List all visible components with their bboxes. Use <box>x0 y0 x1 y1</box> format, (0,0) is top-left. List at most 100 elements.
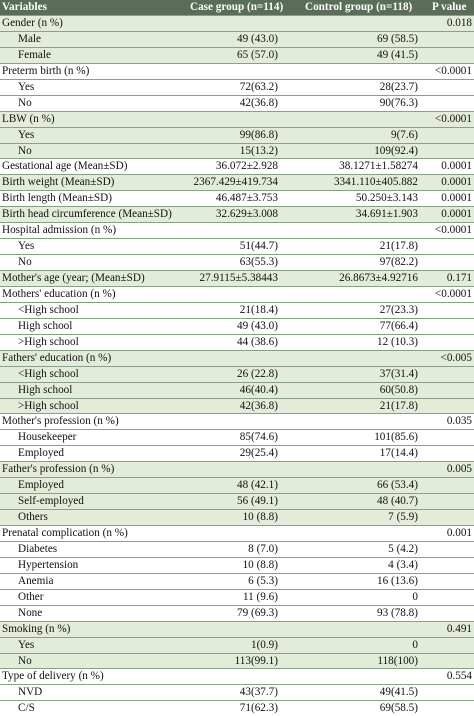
case-value: 49 (43.0) <box>236 32 278 45</box>
row-label: Type of delivery (n %) <box>2 670 104 683</box>
control-value: 21(17.8) <box>379 240 418 253</box>
row-label: Yes <box>18 80 35 93</box>
control-value: 60(50.8) <box>379 383 418 396</box>
case-value: 72(63.2) <box>239 80 278 93</box>
p-value: 0.018 <box>446 17 472 29</box>
table-row: Self-employed 56 (49.1) 48 (40.7) <box>0 493 474 510</box>
p-value: 0.0001 <box>441 160 472 173</box>
row-label: Female <box>18 48 51 61</box>
header-case-group: Case group (n=114) <box>190 1 284 13</box>
table-row: Hypertension 10 (8.8) 4 (3.4) <box>0 556 474 573</box>
control-value: 37(31.4) <box>379 367 418 380</box>
row-label: Self-employed <box>18 495 84 508</box>
row-label: Birth length (Mean±SD) <box>2 192 112 205</box>
table-row: Yes 1(0.9) 0 <box>0 636 474 653</box>
row-label: Yes <box>18 638 35 651</box>
p-value: <0.0001 <box>434 64 472 77</box>
case-value: 79 (69.3) <box>236 606 278 619</box>
control-value: 4 (3.4) <box>388 558 418 571</box>
control-value: 0 <box>412 590 418 603</box>
header-variables: Variables <box>2 1 47 13</box>
table-row: >High school 44 (38.6) 12 (10.3) <box>0 333 474 350</box>
case-value: 36.072±2.928 <box>215 160 278 173</box>
control-value: 97(82.2) <box>379 256 418 269</box>
p-value: 0.005 <box>446 463 472 476</box>
row-label: Mothers' education (n %) <box>2 287 116 300</box>
row-label: No <box>18 256 32 269</box>
table-row: Diabetes 8 (7.0) 5 (4.2) <box>0 540 474 557</box>
row-label: Father's profession (n %) <box>2 463 115 476</box>
p-value: 0.171 <box>446 272 472 284</box>
p-value: 0.0001 <box>441 208 472 221</box>
control-value: 5 (4.2) <box>388 542 418 555</box>
table-row: Birth length (Mean±SD) 46.487±3.753 50.250… <box>0 190 474 207</box>
table-row: High school 46(40.4) 60(50.8) <box>0 381 474 398</box>
p-value: 0.001 <box>446 527 472 539</box>
control-value: 69 (58.5) <box>376 32 418 45</box>
table-row: Mother's profession (n %) 0.035 <box>0 413 474 430</box>
row-label: Employed <box>18 479 64 492</box>
table-row: No 42(36.8) 90(76.3) <box>0 94 474 111</box>
case-value: 46.487±3.753 <box>215 192 278 205</box>
p-value: <0.0001 <box>434 224 472 237</box>
table-row: Father's profession (n %) 0.005 <box>0 461 474 478</box>
table-row: None 79 (69.3) 93 (78.8) <box>0 604 474 621</box>
control-value: 27(23.3) <box>379 303 418 316</box>
table-row: Birth head circumference (Mean±SD) 32.629… <box>0 206 474 223</box>
case-value: 65 (57.0) <box>236 48 278 61</box>
case-value: 1(0.9) <box>250 638 278 651</box>
row-label: Housekeeper <box>18 431 77 444</box>
row-label: Birth weight (Mean±SD) <box>2 176 115 189</box>
control-value: 34.691±1.903 <box>355 208 418 221</box>
table-row: Male 49 (43.0) 69 (58.5) <box>0 30 474 47</box>
case-value: 21(18.4) <box>239 303 278 316</box>
control-value: 50.250±3.143 <box>355 192 418 205</box>
case-value: 99(86.8) <box>239 128 278 141</box>
table-row: Gestational age (Mean±SD) 36.072±2.928 38.… <box>0 158 474 175</box>
table-row: Other 11 (9.6) 0 <box>0 588 474 605</box>
table-row: <High school 21(18.4) 27(23.3) <box>0 301 474 318</box>
table-row: Mothers' education (n %) <0.0001 <box>0 285 474 302</box>
table-row: Employed 48 (42.1) 66 (53.4) <box>0 477 474 494</box>
p-value: <0.0001 <box>434 287 472 300</box>
table-row: NVD 43(37.7) 49(41.5) <box>0 684 474 701</box>
control-value: 118(100) <box>377 654 418 667</box>
control-value: 77(66.4) <box>379 319 418 332</box>
table-row: >High school 42(36.8) 21(17.8) <box>0 397 474 414</box>
control-value: 7 (5.9) <box>388 511 418 524</box>
row-label: Male <box>18 32 41 45</box>
p-value: 0.491 <box>446 622 472 635</box>
case-value: 2367.429±419.734 <box>193 176 278 189</box>
table-row: Smoking (n %) 0.491 <box>0 620 474 637</box>
p-value: 0.554 <box>446 670 472 683</box>
row-label: >High school <box>18 335 79 348</box>
case-value: 113(99.1) <box>234 654 278 667</box>
control-value: 109(92.4) <box>374 144 418 157</box>
case-value: 48 (42.1) <box>236 479 278 492</box>
row-label: Preterm birth (n %) <box>2 64 90 77</box>
table-row: Hospital admission (n %) <0.0001 <box>0 222 474 239</box>
row-label: Mother's age (year; (Mean±SD) <box>2 272 145 284</box>
case-value: 29(25.4) <box>239 447 278 460</box>
case-value: 85(74.6) <box>239 431 278 444</box>
case-value: 8 (7.0) <box>248 542 278 555</box>
row-label: C/S <box>18 702 35 715</box>
table-row: Yes 99(86.8) 9(7.6) <box>0 126 474 143</box>
row-label: >High school <box>18 399 79 412</box>
control-value: 101(85.6) <box>374 431 418 444</box>
row-label: No <box>18 654 32 667</box>
control-value: 16 (13.6) <box>376 574 418 587</box>
case-value: 15(13.2) <box>239 144 278 157</box>
table-row: Employed 29(25.4) 17(14.4) <box>0 445 474 462</box>
row-label: None <box>18 606 43 619</box>
control-value: 90(76.3) <box>379 96 418 109</box>
case-value: 51(44.7) <box>239 240 278 253</box>
row-label: <High school <box>18 303 79 316</box>
row-label: Others <box>18 511 48 524</box>
table-row: Anemia 6 (5.3) 16 (13.6) <box>0 572 474 589</box>
header-control-group: Control group (n=118) <box>305 1 413 13</box>
table-row: High school 49 (43.0) 77(66.4) <box>0 317 474 334</box>
control-value: 48 (40.7) <box>376 495 418 508</box>
row-label: Smoking (n %) <box>2 622 71 635</box>
